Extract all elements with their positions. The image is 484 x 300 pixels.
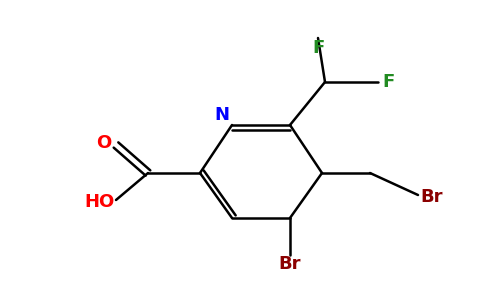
- Text: Br: Br: [421, 188, 443, 206]
- Text: Br: Br: [279, 255, 301, 273]
- Text: F: F: [382, 73, 394, 91]
- Text: HO: HO: [85, 193, 115, 211]
- Text: O: O: [96, 134, 112, 152]
- Text: N: N: [214, 106, 229, 124]
- Text: F: F: [312, 39, 324, 57]
